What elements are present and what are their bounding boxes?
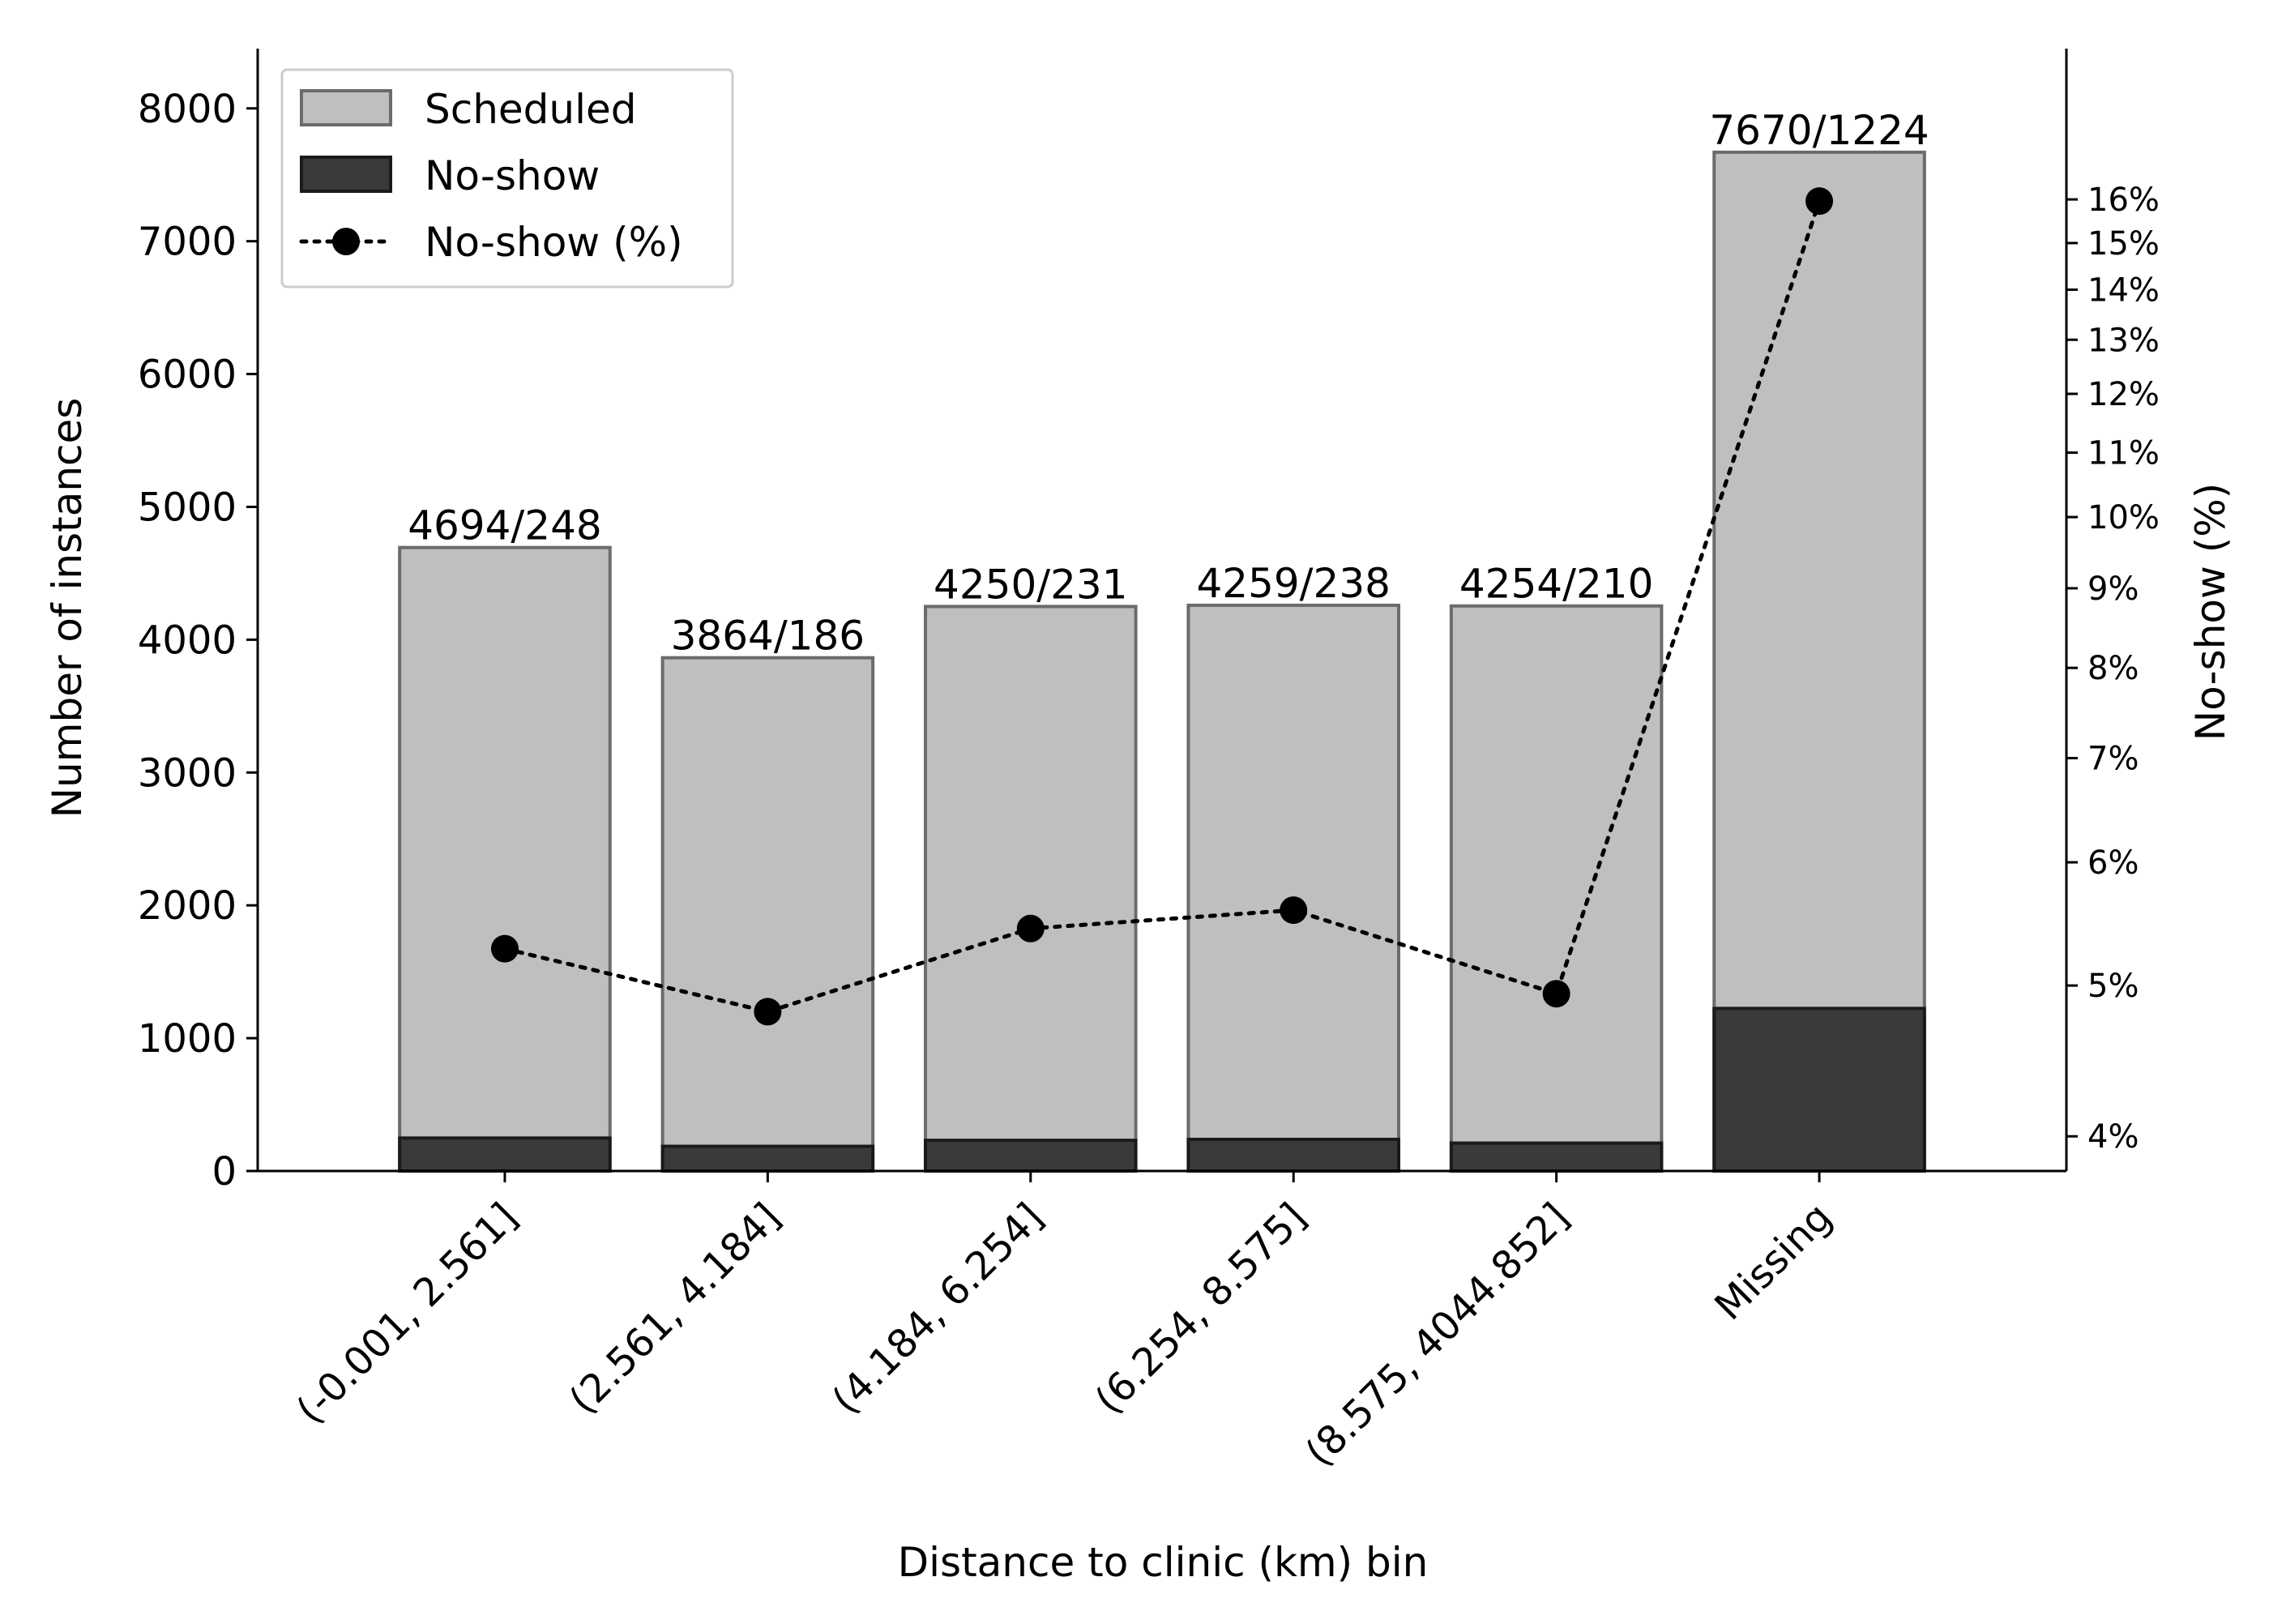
- bar-value-label: 4254/210: [1459, 561, 1654, 608]
- y-tick-label-right: 9%: [2087, 571, 2139, 608]
- y-tick-label-left: 2000: [138, 883, 237, 929]
- bar-scheduled: [398, 545, 612, 1173]
- bar-scheduled: [1186, 603, 1400, 1173]
- y-tick-label-left: 1000: [138, 1016, 237, 1062]
- no-show-pct-point: [490, 934, 519, 963]
- x-tick-label: (4.184, 6.254]: [823, 1194, 1052, 1423]
- line-layer: [490, 187, 1834, 1026]
- y-tick-label-right: 6%: [2087, 844, 2139, 882]
- bars-layer: [398, 150, 1926, 1173]
- bar-value-label: 3864/186: [671, 613, 865, 660]
- y-tick-label-right: 16%: [2087, 182, 2160, 219]
- y-tick-label-right: 13%: [2087, 322, 2160, 359]
- y-tick-label-right: 4%: [2087, 1118, 2139, 1156]
- y-tick-label-left: 5000: [138, 485, 237, 530]
- legend-swatch-no-show: [300, 156, 392, 193]
- bar-no-show: [1712, 1006, 1926, 1173]
- x-tick-label: (6.254, 8.575]: [1087, 1194, 1315, 1423]
- y-tick-label-right: 14%: [2087, 271, 2160, 309]
- legend-label: No-show: [425, 152, 600, 199]
- y-tick-label-left: 3000: [138, 750, 237, 796]
- bar-scheduled: [1712, 150, 1926, 1173]
- bar-no-show: [924, 1139, 1138, 1173]
- y-axis-title-right: No-show (%): [2187, 483, 2234, 741]
- no-show-pct-line: [502, 199, 1822, 1015]
- bar-no-show: [1186, 1137, 1400, 1173]
- bar-scheduled: [924, 605, 1138, 1173]
- y-tick-label-right: 15%: [2087, 225, 2160, 263]
- x-tick-label: (2.561, 4.184]: [561, 1194, 789, 1423]
- bar-scheduled: [1449, 604, 1664, 1173]
- y-tick-label-right: 8%: [2087, 650, 2139, 687]
- y-tick-label-right: 11%: [2087, 435, 2160, 472]
- y-tick-label-right: 12%: [2087, 376, 2160, 413]
- y-axis-title-left: Number of instances: [44, 398, 91, 818]
- labels-layer: 4694/248 3864/186 4250/231 4259/238 4254/210…: [408, 107, 1929, 660]
- legend-label: No-show (%): [425, 219, 683, 266]
- bar-scheduled: [660, 656, 875, 1173]
- legend: Scheduled No-show No-show (%): [280, 68, 734, 288]
- bar-no-show: [398, 1136, 612, 1173]
- bar-value-label: 4250/231: [934, 561, 1128, 608]
- y-tick-label-left: 7000: [138, 220, 237, 265]
- y-tick-label-left: 4000: [138, 618, 237, 663]
- no-show-pct-point: [1280, 896, 1308, 925]
- y-tick-label-right: 5%: [2087, 968, 2139, 1005]
- legend-box: [280, 68, 734, 288]
- no-show-pct-point: [1805, 187, 1834, 216]
- y-tick-label-right: 7%: [2087, 741, 2139, 778]
- legend-label: Scheduled: [425, 86, 637, 133]
- x-tick-label: (-0.001, 2.561]: [288, 1194, 526, 1433]
- x-tick-label: Missing: [1706, 1194, 1840, 1329]
- y-tick-label-left: 8000: [138, 87, 237, 132]
- y-tick-label-right: 10%: [2087, 499, 2160, 536]
- no-show-pct-point: [754, 998, 782, 1026]
- no-show-pct-point: [1016, 914, 1045, 942]
- bar-value-label: 4694/248: [408, 502, 602, 549]
- bar-value-label: 4259/238: [1196, 560, 1391, 607]
- x-axis-title: Distance to clinic (km) bin: [898, 1539, 1429, 1586]
- bar-value-label: 7670/1224: [1709, 107, 1929, 154]
- no-show-pct-point: [1542, 980, 1570, 1008]
- bar-no-show: [660, 1144, 875, 1173]
- legend-swatch-marker: [332, 228, 360, 255]
- bar-no-show: [1449, 1141, 1664, 1173]
- y-tick-label-left: 0: [212, 1149, 237, 1194]
- legend-swatch-scheduled: [300, 89, 392, 126]
- x-tick-label: (8.575, 4044.852]: [1297, 1194, 1578, 1476]
- y-tick-label-left: 6000: [138, 353, 237, 398]
